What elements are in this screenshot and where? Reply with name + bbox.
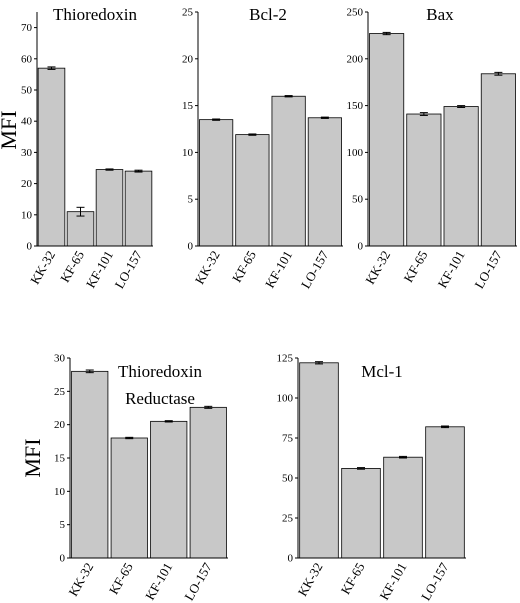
y-tick-label: 50 (352, 194, 364, 206)
y-tick-label: 25 (54, 386, 66, 398)
y-tick-label: 20 (21, 178, 33, 190)
y-tick-label: 75 (282, 433, 294, 445)
bar (299, 362, 339, 559)
y-tick-label: 5 (188, 194, 194, 206)
x-tick-label: KF-65 (229, 248, 259, 285)
bar (480, 73, 516, 247)
chart-panel: KK-32 KF-65 KF-101 LO-157 0 50 100 150 200 250 Bax (347, 5, 517, 292)
y-tick-label: 20 (54, 419, 66, 431)
bar (271, 95, 306, 247)
y-tick-label: 50 (282, 473, 294, 485)
y-tick-label: 100 (347, 147, 364, 159)
y-tick-label: 20 (182, 53, 194, 65)
chart-panel: KK-32 KF-65 KF-101 LO-157 0 25 50 75 100 125 Mcl-1 (277, 353, 466, 603)
bar (37, 67, 66, 247)
y-tick-label: 30 (21, 147, 33, 159)
bar (443, 106, 479, 247)
x-tick-label: LO-157 (471, 248, 505, 292)
bar (235, 134, 270, 247)
y-tick-label: 200 (347, 53, 364, 65)
y-tick-label: 0 (188, 241, 194, 253)
x-tick-label: KF-101 (262, 248, 295, 291)
chart-panel: KK-32 KF-65KF-101LO-157010203040506070Thi… (21, 5, 153, 291)
y-tick-label: 5 (60, 519, 66, 531)
y-tick-label: 15 (54, 453, 66, 465)
bar (383, 456, 423, 559)
x-tick-label: KF-65 (338, 560, 368, 597)
x-tick-label: KF-65 (57, 248, 87, 285)
bar (189, 406, 227, 559)
x-tick-label: KK-32 (295, 560, 326, 599)
chart-title: Bax (426, 5, 454, 24)
bar (71, 370, 109, 559)
y-tick-label: 0 (27, 241, 33, 253)
x-tick-label: KF-101 (142, 560, 175, 603)
y-tick-label: 0 (288, 553, 294, 565)
bar (307, 117, 342, 247)
x-tick-label: LO-157 (112, 248, 146, 292)
y-tick-label: 250 (347, 7, 364, 19)
y-tick-label: 0 (358, 241, 364, 253)
chart-panel: KK-32 KF-65 KF-101 LO-157 0 5 10 15 20 25 Bcl-2 (182, 5, 343, 291)
x-tick-label: LO-157 (418, 560, 452, 603)
x-tick-label: KK-32 (27, 248, 58, 287)
y-axis-label-bottom: MFI (20, 438, 45, 477)
y-tick-label: 10 (21, 209, 33, 221)
chart-panels: KK-32 KF-65KF-101LO-157010203040506070Thi… (21, 5, 517, 603)
y-tick-label: 15 (182, 100, 194, 112)
chart-title: Reductase (125, 389, 195, 408)
x-tick-label: KK-32 (65, 560, 96, 599)
y-tick-label: 50 (21, 85, 33, 97)
y-tick-label: 0 (60, 553, 66, 565)
bar (66, 211, 95, 247)
y-tick-label: 30 (54, 353, 66, 365)
y-tick-label: 10 (182, 147, 194, 159)
y-tick-label: 25 (282, 513, 294, 525)
bar (150, 420, 188, 559)
chart-panel: KK-32 KF-65 KF-101 LO-157 0 5 10 15 20 25 30 Thiore… (54, 353, 228, 603)
x-tick-label: KK-32 (192, 248, 223, 287)
chart-title: Thioredoxin (53, 5, 138, 24)
bar (95, 169, 124, 247)
y-tick-label: 100 (277, 393, 294, 405)
x-tick-label: KF-101 (435, 248, 468, 291)
y-tick-label: 125 (277, 353, 294, 365)
x-tick-label: KK-32 (362, 248, 393, 287)
y-tick-label: 150 (347, 100, 364, 112)
x-tick-label: LO-157 (298, 248, 332, 292)
y-tick-label: 25 (182, 7, 194, 19)
chart-title: Thioredoxin (118, 362, 203, 381)
x-tick-label: KF-65 (106, 560, 136, 597)
bar (199, 119, 234, 247)
bar (425, 426, 465, 559)
chart-title: Mcl-1 (361, 362, 403, 381)
bar (406, 113, 442, 247)
x-tick-label: LO-157 (181, 560, 215, 603)
y-axis-label-top: MFI (0, 110, 21, 149)
x-tick-label: KF-101 (376, 560, 409, 603)
bar (110, 437, 148, 559)
y-tick-label: 60 (21, 53, 33, 65)
bar (341, 467, 381, 559)
y-tick-label: 40 (21, 116, 33, 128)
bar (124, 170, 153, 247)
chart-title: Bcl-2 (249, 5, 287, 24)
y-tick-label: 70 (21, 22, 33, 34)
x-tick-label: KF-65 (401, 248, 431, 285)
bar (369, 33, 405, 247)
y-tick-label: 10 (54, 486, 66, 498)
